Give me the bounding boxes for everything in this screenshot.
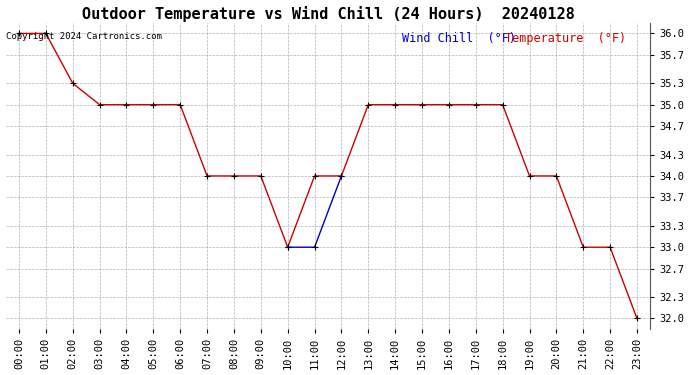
Title: Outdoor Temperature vs Wind Chill (24 Hours)  20240128: Outdoor Temperature vs Wind Chill (24 Ho… bbox=[81, 6, 574, 21]
Text: Temperature  (°F): Temperature (°F) bbox=[505, 32, 627, 45]
Text: Copyright 2024 Cartronics.com: Copyright 2024 Cartronics.com bbox=[6, 32, 162, 41]
Text: Wind Chill  (°F): Wind Chill (°F) bbox=[402, 32, 516, 45]
